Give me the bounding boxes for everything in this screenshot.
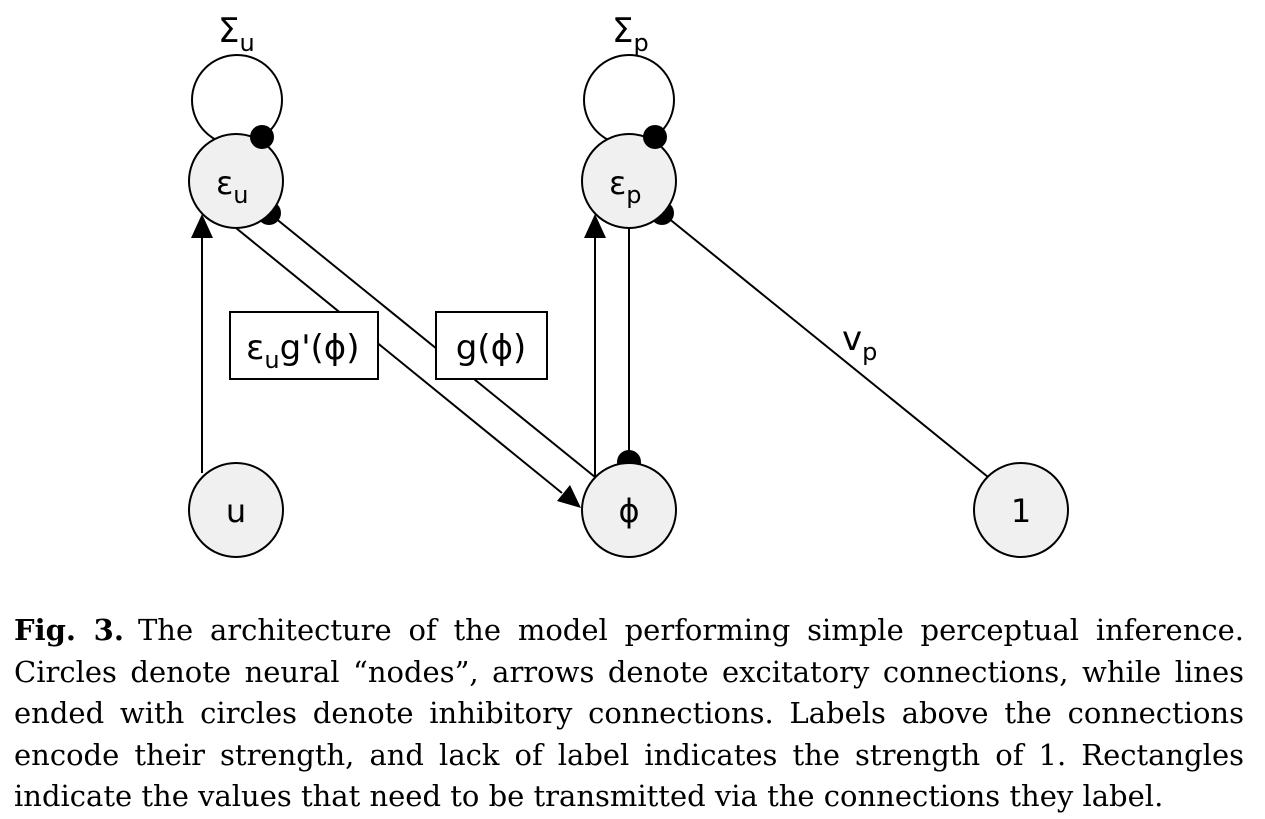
caption-figure-label: Fig. 3. (14, 613, 124, 647)
node-eps-p (581, 133, 677, 229)
box-eps-u-g-prime-phi (229, 311, 379, 380)
vp-sub: p (862, 338, 877, 366)
sigma-p-label: Σp (612, 11, 649, 57)
arrowhead-phi-from-eps-u (557, 485, 581, 508)
edge-eps-u-to-phi (235, 227, 563, 494)
edge-one-to-eps-p-inhibitory (661, 212, 989, 478)
sigma-u-sub: u (239, 29, 254, 57)
caption-text: The architecture of the model performing… (14, 613, 1244, 813)
eps-p-sub: p (626, 181, 641, 209)
eps-u-symbol: ε (216, 164, 233, 202)
eps-u-sub: u (233, 181, 248, 209)
arrowhead-eps-p (584, 214, 606, 238)
edge-phi-to-eps-u-inhibitory (268, 212, 596, 478)
sigma-u-symbol: Σ (218, 11, 239, 51)
vp-symbol: v (842, 319, 862, 359)
node-one-label: 1 (1011, 492, 1031, 530)
node-u (188, 462, 284, 558)
arrowhead-eps-u (191, 214, 213, 238)
sigma-p-symbol: Σ (612, 11, 633, 51)
box-g-prime-phi: g'(ϕ) (280, 328, 360, 368)
box-g-phi-text: g(ϕ) (456, 328, 527, 368)
node-phi (581, 462, 677, 558)
figure-caption: Fig. 3. The architecture of the model per… (14, 610, 1244, 818)
edge-label-vp: vp (842, 319, 877, 366)
node-eps-u (188, 133, 284, 229)
eps-p-symbol: ε (609, 164, 626, 202)
sigma-u-label: Σu (218, 11, 255, 57)
inhibitory-dot-sigma-u (250, 125, 274, 149)
node-phi-label: ϕ (618, 492, 639, 530)
inhibitory-dot-sigma-p (643, 125, 667, 149)
sigma-p-sub: p (633, 29, 648, 57)
box-eps-symbol: ε (246, 328, 264, 368)
box-eps-sub: u (264, 346, 279, 374)
box-eps-u-g-prime-phi-text: εug'(ϕ) (246, 328, 360, 374)
node-u-label: u (226, 492, 246, 530)
node-one (973, 462, 1069, 558)
node-eps-p-label: εp (609, 164, 642, 209)
node-eps-u-label: εu (216, 164, 249, 209)
box-g-phi (435, 311, 548, 380)
architecture-diagram: εug'(ϕ) g(ϕ) vp εu εp u ϕ 1 Σu Σp (188, 11, 1069, 558)
